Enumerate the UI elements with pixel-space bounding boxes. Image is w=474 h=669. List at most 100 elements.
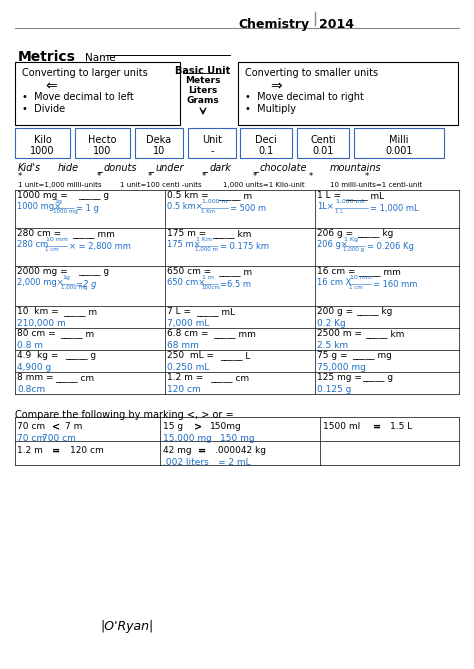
- Text: under: under: [155, 163, 183, 173]
- Text: •  Move decimal to left: • Move decimal to left: [22, 92, 134, 102]
- Text: 1.2 m: 1.2 m: [17, 446, 43, 455]
- Text: = 160 mm: = 160 mm: [373, 280, 418, 289]
- Text: _____ mm: _____ mm: [72, 229, 115, 238]
- Text: _____ mL: _____ mL: [345, 191, 384, 200]
- Text: 125 mg =: 125 mg =: [317, 373, 362, 382]
- Text: _____ m: _____ m: [60, 329, 94, 338]
- Text: _: _: [202, 163, 207, 173]
- Text: =: =: [198, 446, 206, 456]
- Text: _____ kg: _____ kg: [357, 229, 393, 238]
- Text: 10: 10: [153, 146, 165, 156]
- Text: _____ g: _____ g: [362, 373, 393, 382]
- Text: 1 Km: 1 Km: [201, 209, 215, 214]
- Text: 1 Km: 1 Km: [196, 237, 212, 242]
- Bar: [354, 128, 444, 158]
- Text: 200 g =: 200 g =: [317, 307, 353, 316]
- Text: _: _: [97, 163, 102, 173]
- Text: chocolate: chocolate: [260, 163, 308, 173]
- Text: × = 2,800 mm: × = 2,800 mm: [69, 242, 131, 251]
- Text: 2000 mg =: 2000 mg =: [17, 267, 68, 276]
- Text: 280 cm: 280 cm: [17, 240, 48, 249]
- Text: |O'Ryan|: |O'Ryan|: [100, 620, 153, 633]
- Text: 75,000 mg: 75,000 mg: [317, 363, 366, 372]
- Text: Basic Unit: Basic Unit: [175, 66, 231, 76]
- Text: 4,900 g: 4,900 g: [17, 363, 51, 372]
- Text: _____ m: _____ m: [218, 191, 252, 200]
- Text: 0.1: 0.1: [258, 146, 273, 156]
- Text: 16 cm X: 16 cm X: [317, 278, 351, 287]
- Text: 42 mg: 42 mg: [163, 446, 191, 455]
- Text: 70 cm: 70 cm: [17, 422, 45, 431]
- Text: .000042 kg: .000042 kg: [215, 446, 266, 455]
- Bar: [135, 128, 183, 158]
- Text: Liters: Liters: [188, 86, 218, 95]
- Bar: [188, 128, 236, 158]
- Text: 120 cm: 120 cm: [167, 385, 201, 394]
- Text: _____ mg: _____ mg: [352, 351, 392, 360]
- Text: Converting to smaller units: Converting to smaller units: [245, 68, 378, 78]
- Text: 100cm: 100cm: [201, 285, 220, 290]
- Text: Kid's: Kid's: [18, 163, 41, 173]
- Text: 150 mg: 150 mg: [220, 434, 255, 443]
- Text: = 1 g: = 1 g: [76, 204, 99, 213]
- Text: 7 L =: 7 L =: [167, 307, 191, 316]
- Text: dark: dark: [210, 163, 232, 173]
- Text: *: *: [202, 172, 206, 181]
- Text: •  Multiply: • Multiply: [245, 104, 296, 114]
- Text: = 1,000 mL: = 1,000 mL: [370, 204, 419, 213]
- Text: 7 m: 7 m: [65, 422, 82, 431]
- Text: •  Move decimal to right: • Move decimal to right: [245, 92, 364, 102]
- Text: 1000 mg: 1000 mg: [53, 209, 78, 214]
- Text: 10 mm: 10 mm: [350, 275, 372, 280]
- Text: 80 cm =: 80 cm =: [17, 329, 55, 338]
- Text: 175 m×: 175 m×: [167, 240, 201, 249]
- Text: Compare the following by marking <, > or =: Compare the following by marking <, > or…: [15, 410, 234, 420]
- Text: hide: hide: [58, 163, 79, 173]
- Text: 7,000 mL: 7,000 mL: [167, 319, 210, 328]
- Text: 0.8 m: 0.8 m: [17, 341, 43, 350]
- Text: 1 cm: 1 cm: [349, 285, 363, 290]
- Text: 0.2 Kg: 0.2 Kg: [317, 319, 346, 328]
- Text: mountains: mountains: [330, 163, 382, 173]
- Text: Meters: Meters: [185, 76, 221, 85]
- Text: 1 m: 1 m: [202, 275, 214, 280]
- Text: Chemistry: Chemistry: [239, 18, 310, 31]
- Text: _____ km: _____ km: [365, 329, 404, 338]
- Text: 1,000 mL: 1,000 mL: [336, 199, 365, 204]
- Text: 0.01: 0.01: [312, 146, 334, 156]
- Text: ⇒: ⇒: [270, 79, 282, 93]
- Text: 1,000 m: 1,000 m: [195, 247, 218, 252]
- Text: _____ g: _____ g: [78, 191, 109, 200]
- Text: Name: Name: [85, 53, 116, 63]
- Text: *: *: [148, 172, 152, 181]
- Text: _____ cm: _____ cm: [55, 373, 94, 382]
- Text: 68 mm: 68 mm: [167, 341, 199, 350]
- Text: 280 cm =: 280 cm =: [17, 229, 61, 238]
- Text: 8 mm =: 8 mm =: [17, 373, 54, 382]
- Text: Deka: Deka: [146, 135, 172, 145]
- Text: 10 milli-units=1 centi-unit: 10 milli-units=1 centi-unit: [330, 182, 422, 188]
- Text: 1 cm: 1 cm: [45, 247, 59, 252]
- Bar: [297, 128, 349, 158]
- Text: 4.9  kg =: 4.9 kg =: [17, 351, 58, 360]
- Text: *: *: [309, 172, 313, 181]
- Text: 1 Kg: 1 Kg: [344, 237, 358, 242]
- Text: 0.5 km×: 0.5 km×: [167, 202, 203, 211]
- Text: *: *: [365, 172, 369, 181]
- Text: 100: 100: [93, 146, 112, 156]
- Text: *: *: [97, 172, 101, 181]
- Bar: [240, 128, 292, 158]
- Text: 1000: 1000: [30, 146, 55, 156]
- Text: 1 unit=1,000 milli-units: 1 unit=1,000 milli-units: [18, 182, 101, 188]
- Text: _____ m: _____ m: [63, 307, 97, 316]
- Text: 1,000 mg: 1,000 mg: [61, 285, 88, 290]
- Text: 210,000 m: 210,000 m: [17, 319, 66, 328]
- Text: 2.5 km: 2.5 km: [317, 341, 348, 350]
- Text: 1500 ml: 1500 ml: [323, 422, 360, 431]
- Text: _____ mm: _____ mm: [358, 267, 401, 276]
- Text: -: -: [210, 146, 214, 156]
- Text: Unit: Unit: [202, 135, 222, 145]
- Text: ⇐: ⇐: [45, 79, 56, 93]
- Text: Centi: Centi: [310, 135, 336, 145]
- Text: 175 m =: 175 m =: [167, 229, 206, 238]
